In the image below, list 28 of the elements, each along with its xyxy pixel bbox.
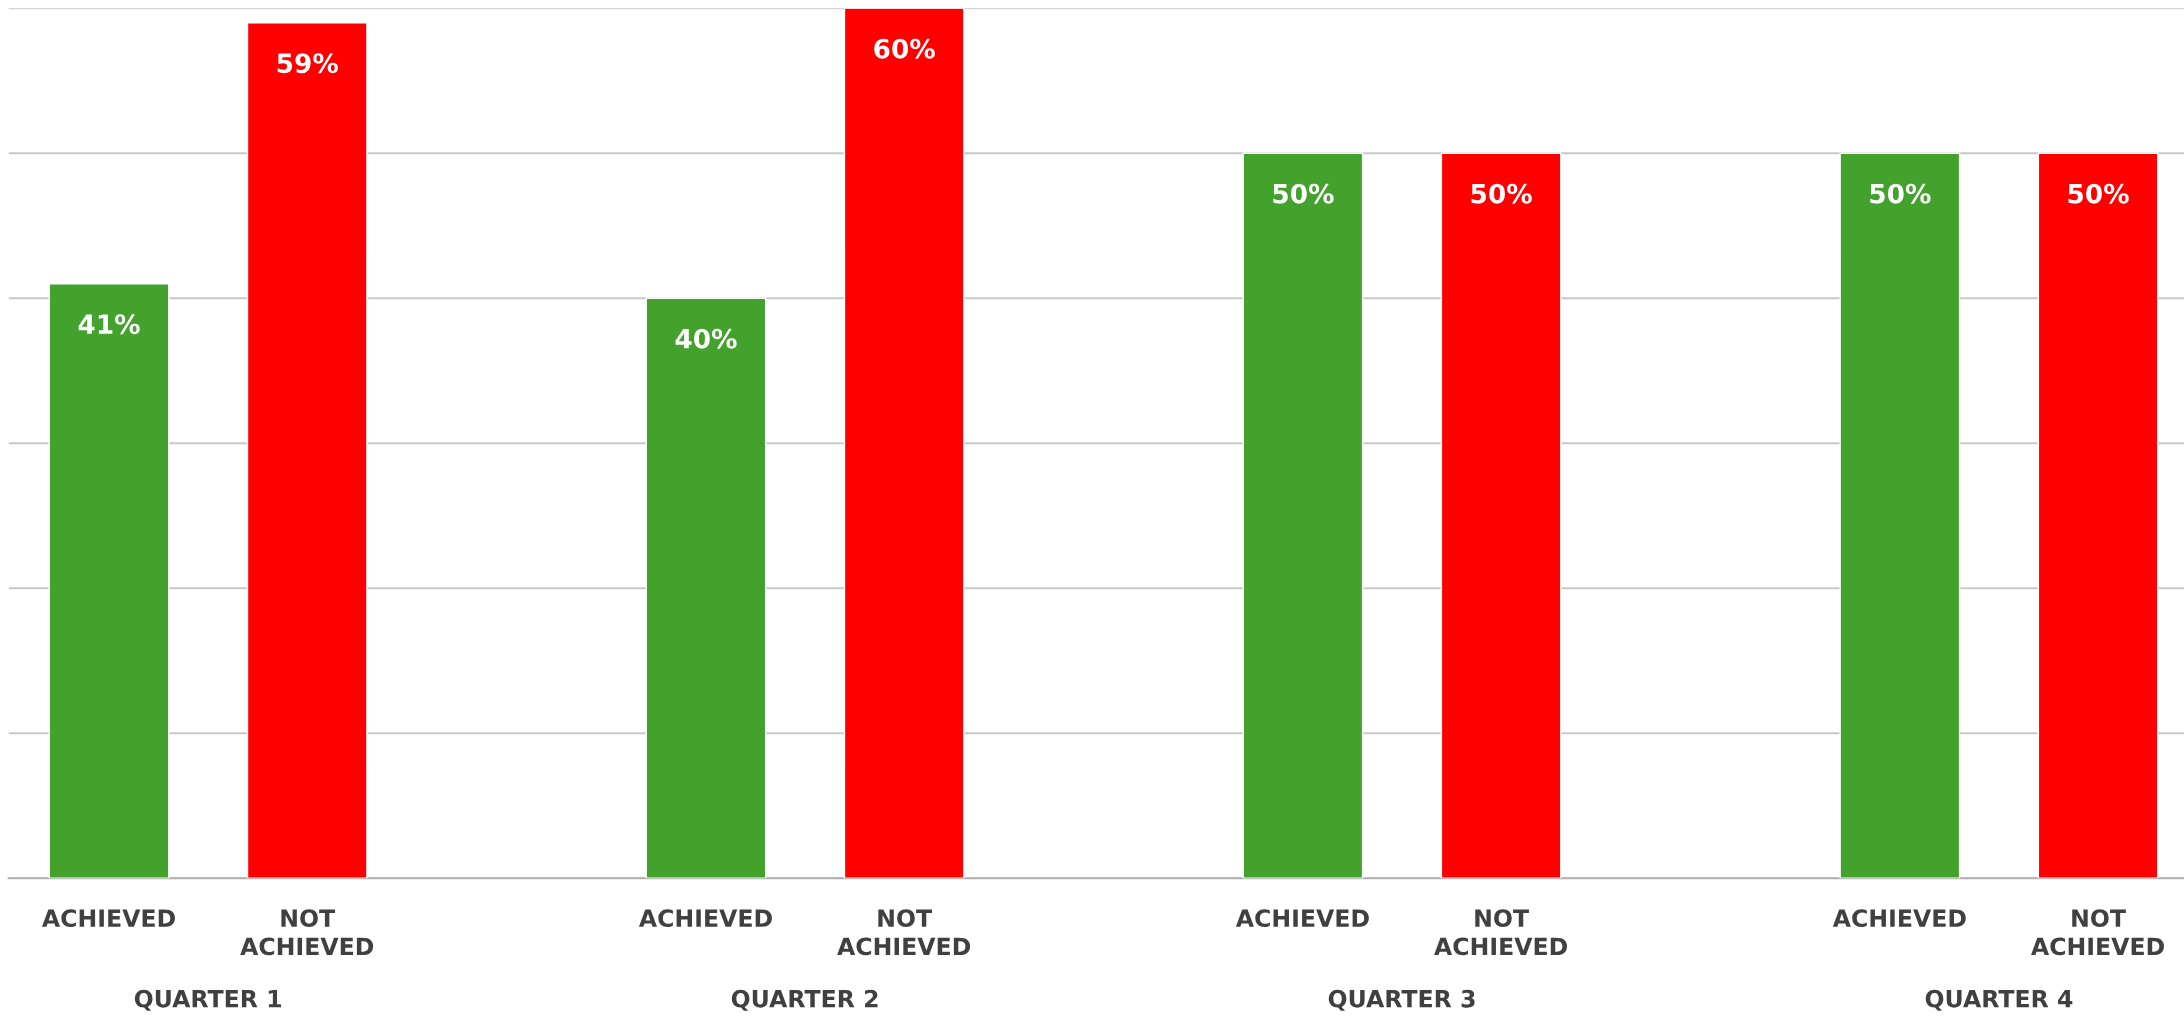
data-label: 50% [2068, 183, 2129, 204]
x-tick-label: QUARTER 4 [1925, 989, 2073, 1011]
bar [246, 22, 368, 879]
data-label: 59% [277, 53, 338, 74]
text: ACHIEVED [42, 909, 175, 928]
data-label: 40% [675, 328, 737, 349]
x-tick-label: QUARTER 2 [731, 989, 878, 1011]
bar [2037, 152, 2159, 879]
data-label: 50% [1870, 183, 1931, 204]
data-label: 50% [1273, 183, 1334, 204]
series-label: ACHIEVED [1235, 909, 1369, 928]
text: NOT ACHIEVED [240, 909, 374, 956]
bar [1242, 152, 1364, 879]
bar [48, 283, 170, 879]
bar [1440, 152, 1562, 879]
series-label: NOT ACHIEVED [837, 909, 971, 956]
text: NOT ACHIEVED [1434, 909, 1567, 956]
data-label: 41% [78, 314, 140, 335]
x-tick-label: QUARTER 3 [1328, 989, 1475, 1011]
text: ACHIEVED [1832, 909, 1966, 928]
bar [1839, 152, 1961, 879]
x-tick-label: QUARTER 1 [134, 989, 281, 1011]
bar [645, 297, 767, 879]
text: NOT ACHIEVED [2031, 909, 2164, 956]
data-label: 60% [874, 38, 935, 59]
data-label: 50% [1471, 183, 1532, 204]
text: ACHIEVED [638, 909, 772, 928]
bar [843, 8, 965, 879]
